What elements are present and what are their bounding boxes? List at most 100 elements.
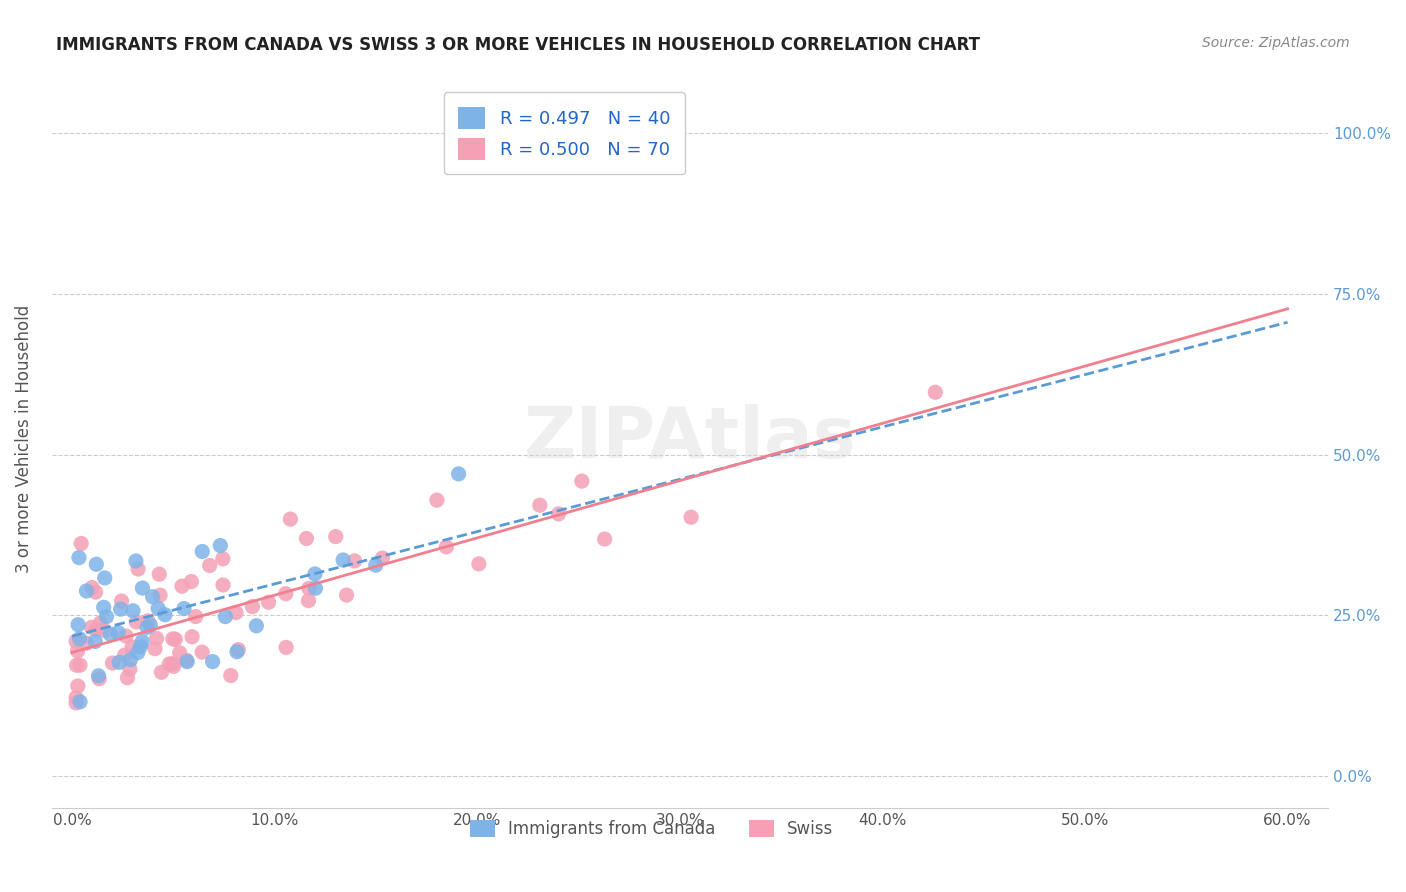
Point (125, 615, 148, 629)
Point (191, 645, 214, 659)
Point (219, 668, 242, 682)
Point (69, 695, 91, 709)
Point (571, 474, 593, 488)
Point (165, 632, 187, 647)
Point (84, 585, 107, 599)
Point (76, 583, 98, 598)
Point (129, 640, 152, 654)
Point (80, 581, 103, 595)
Point (529, 498, 551, 512)
Point (67, 617, 90, 632)
Point (274, 587, 297, 601)
Point (228, 642, 250, 657)
Point (162, 659, 184, 673)
Point (114, 648, 136, 662)
Point (335, 588, 357, 602)
Point (131, 634, 153, 648)
Point (86, 558, 108, 572)
Point (136, 620, 159, 634)
Point (125, 554, 148, 568)
Point (468, 557, 491, 571)
Point (131, 581, 153, 595)
Point (66, 644, 89, 658)
Text: ZIPAtlas: ZIPAtlas (523, 404, 856, 473)
Point (65, 658, 87, 673)
Point (127, 646, 149, 660)
Point (149, 588, 172, 602)
Point (426, 493, 449, 508)
Point (80, 620, 103, 634)
Point (89, 672, 111, 686)
Point (127, 562, 149, 576)
Point (434, 540, 457, 554)
Point (297, 593, 319, 607)
Point (148, 567, 170, 582)
Point (117, 671, 139, 685)
Point (96, 609, 118, 624)
Legend: Immigrants from Canada, Swiss: Immigrants from Canada, Swiss (463, 813, 841, 845)
Point (67, 550, 90, 565)
Point (110, 594, 132, 608)
Point (139, 618, 162, 632)
Point (87, 669, 110, 683)
Point (115, 629, 138, 643)
Point (371, 551, 394, 566)
Point (201, 655, 224, 669)
Point (121, 640, 143, 654)
Point (176, 655, 198, 669)
Text: IMMIGRANTS FROM CANADA VS SWISS 3 OR MORE VEHICLES IN HOUSEHOLD CORRELATION CHAR: IMMIGRANTS FROM CANADA VS SWISS 3 OR MOR… (56, 36, 980, 54)
Point (69, 658, 91, 673)
Point (257, 595, 280, 609)
Point (162, 632, 184, 646)
Point (280, 512, 302, 526)
Point (332, 553, 354, 567)
Point (108, 655, 131, 669)
Point (70, 536, 93, 550)
Point (93, 600, 115, 615)
Point (89, 615, 111, 630)
Point (145, 632, 167, 646)
Point (225, 606, 247, 620)
Point (924, 385, 946, 400)
Point (593, 532, 616, 546)
Point (364, 558, 387, 573)
Point (69, 632, 91, 646)
Point (120, 653, 142, 667)
Point (181, 630, 204, 644)
Point (214, 609, 236, 624)
Point (176, 653, 198, 667)
Point (93, 571, 115, 585)
Point (65, 696, 87, 710)
Point (65, 690, 87, 705)
Point (226, 645, 249, 659)
Point (245, 619, 267, 633)
Point (547, 507, 569, 521)
Point (84, 622, 107, 636)
Point (75, 636, 97, 650)
Point (110, 602, 132, 616)
Text: Source: ZipAtlas.com: Source: ZipAtlas.com (1202, 36, 1350, 50)
Point (295, 532, 318, 546)
Point (447, 467, 470, 481)
Point (162, 657, 184, 671)
Point (212, 578, 235, 592)
Point (122, 604, 145, 618)
Point (212, 551, 235, 566)
Point (118, 662, 141, 676)
Point (150, 665, 173, 680)
Point (157, 657, 180, 671)
Point (142, 590, 165, 604)
Point (107, 625, 129, 640)
Point (65, 634, 87, 648)
Point (93, 623, 115, 637)
Point (304, 581, 326, 595)
Point (191, 544, 214, 558)
Point (242, 599, 264, 614)
Point (146, 601, 169, 615)
Point (153, 607, 176, 622)
Y-axis label: 3 or more Vehicles in Household: 3 or more Vehicles in Household (15, 304, 32, 573)
Point (143, 641, 166, 656)
Point (66, 679, 89, 693)
Point (274, 640, 297, 655)
Point (173, 601, 195, 615)
